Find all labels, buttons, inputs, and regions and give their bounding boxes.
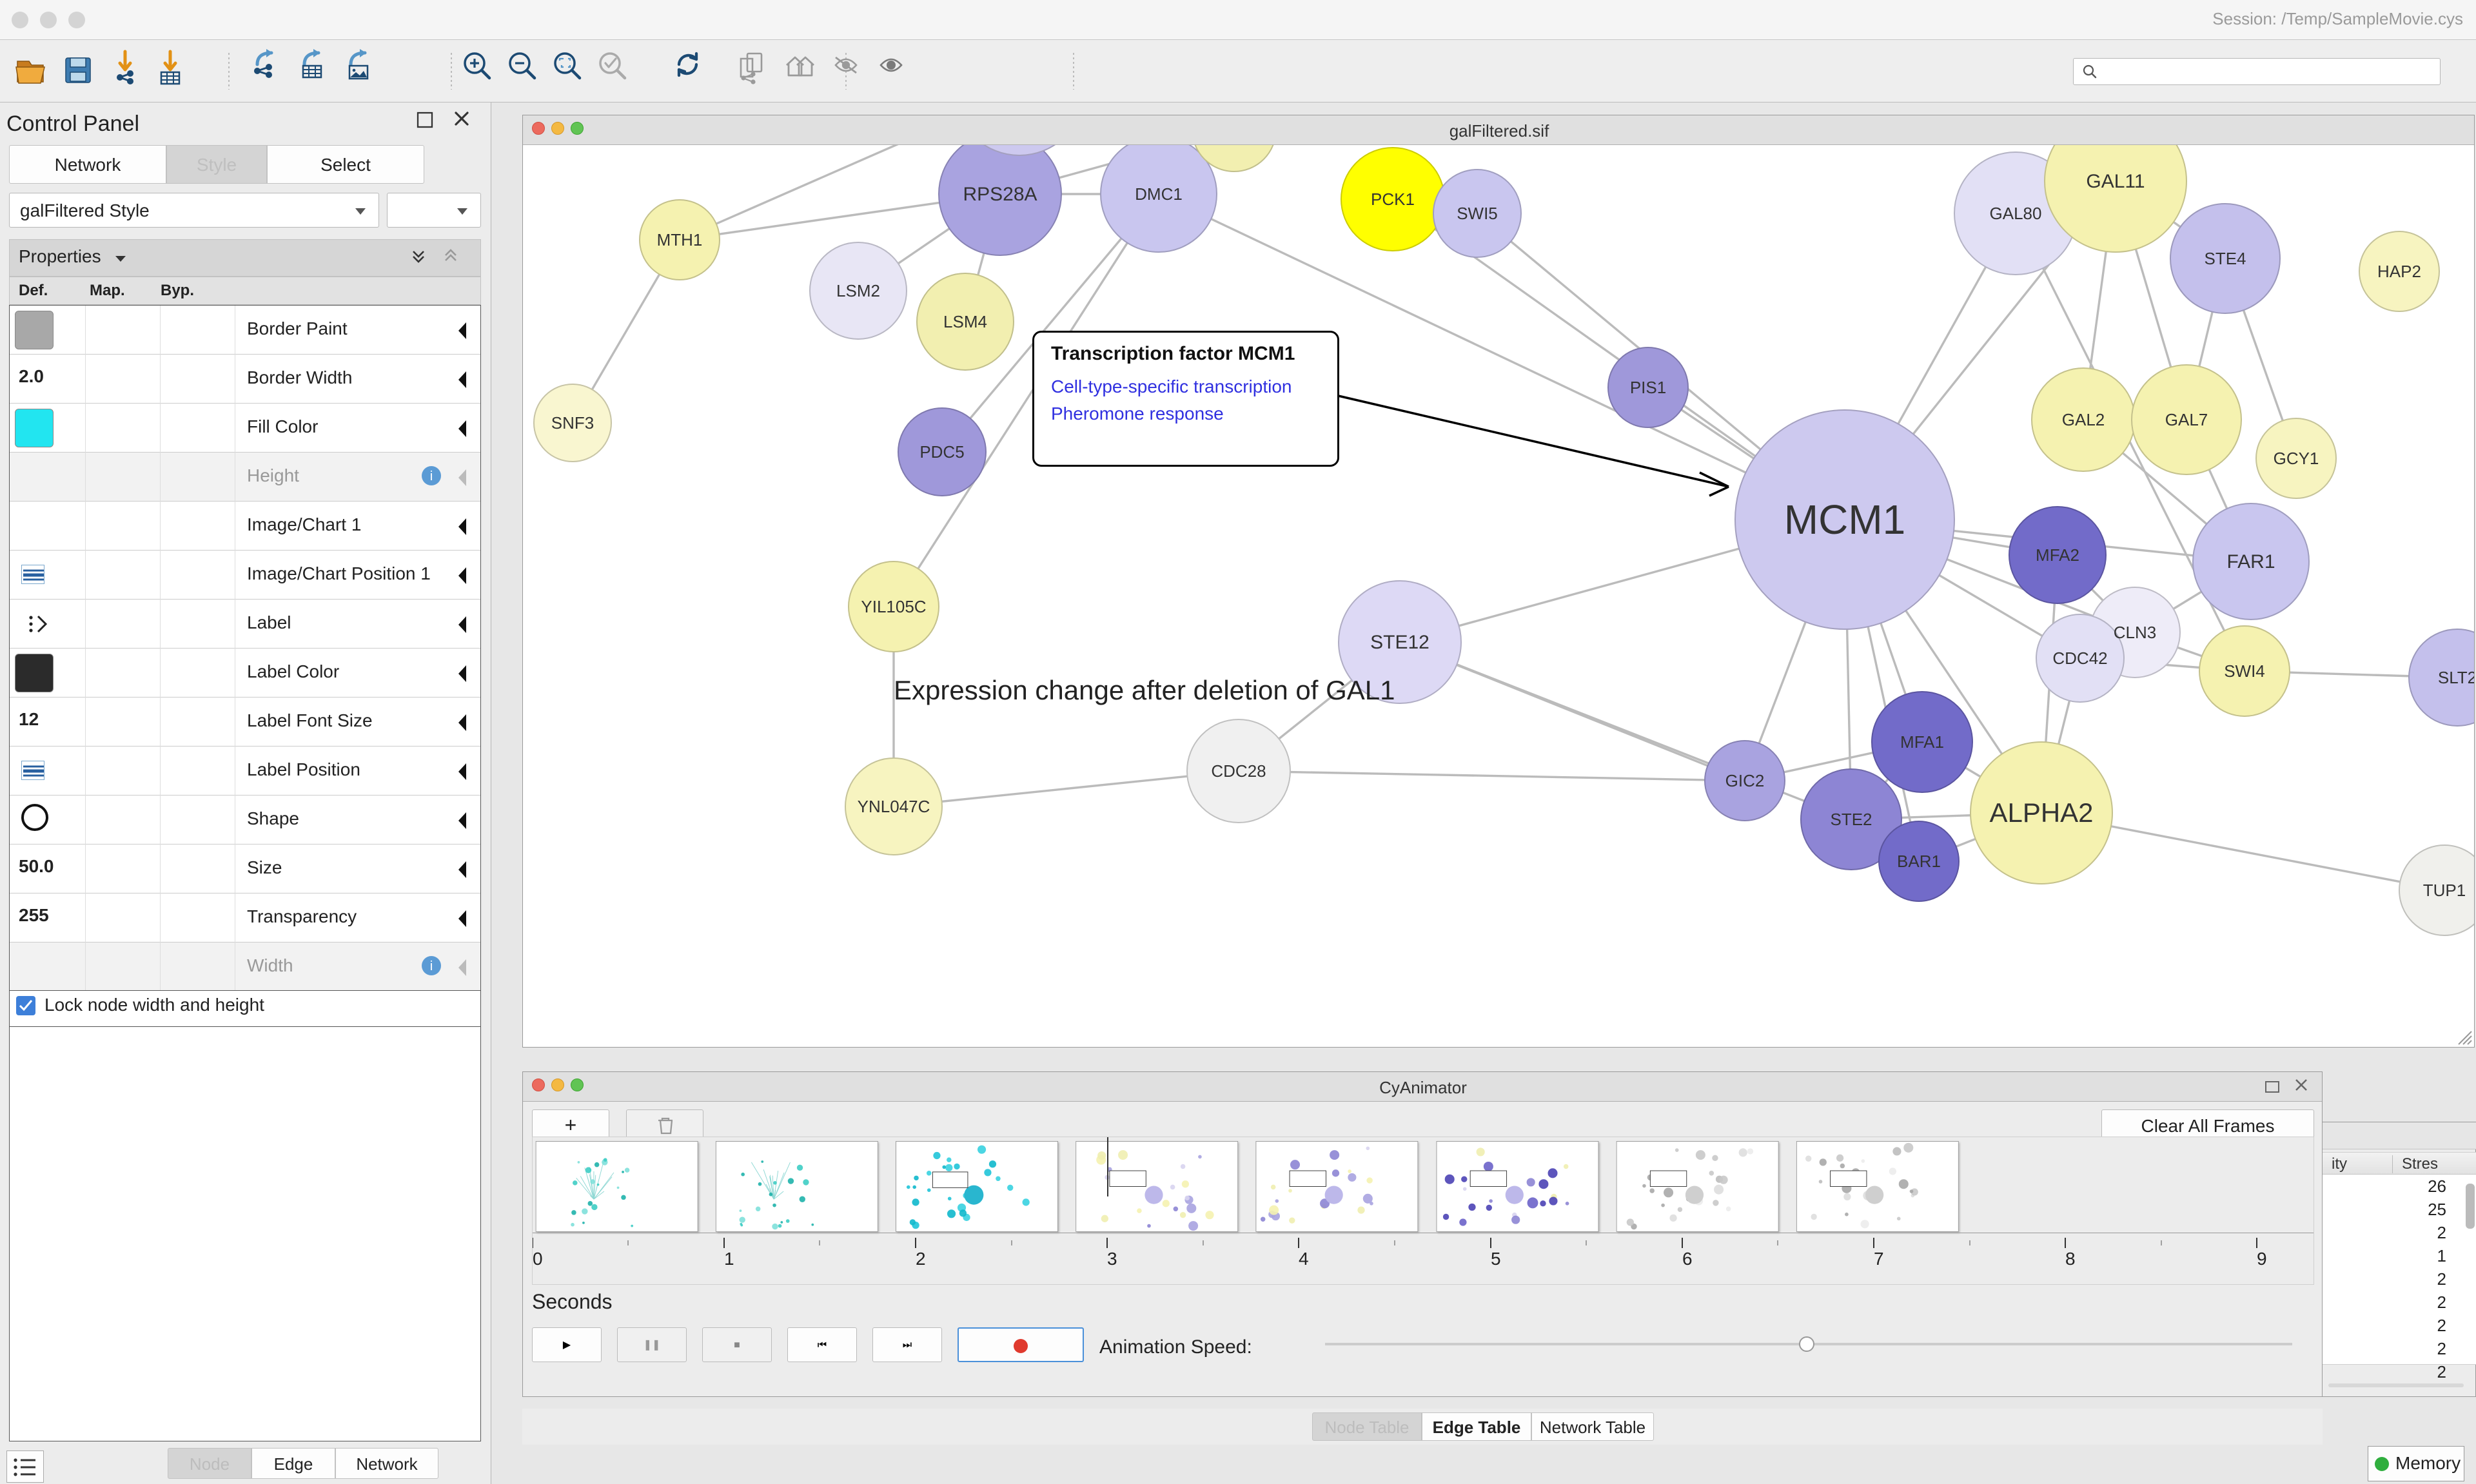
svg-text:6: 6 [1682,1249,1693,1269]
svg-text:MFA2: MFA2 [2036,545,2079,565]
svg-text:SNF3: SNF3 [551,413,594,433]
svg-text:2: 2 [916,1249,926,1269]
svg-text:MCM1: MCM1 [1784,496,1905,543]
svg-text:STE12: STE12 [1370,632,1430,653]
svg-text:GAL11: GAL11 [2086,171,2145,192]
svg-text:0: 0 [533,1249,543,1269]
svg-text:TUP1: TUP1 [2423,881,2466,900]
svg-text:3: 3 [1107,1249,1117,1269]
svg-text:i: i [430,469,433,483]
svg-text:CLN3: CLN3 [2114,623,2156,642]
svg-text:SWI5: SWI5 [1457,204,1498,223]
svg-text:PCK1: PCK1 [1371,190,1415,209]
svg-text:CDC42: CDC42 [2052,649,2107,668]
svg-text:1: 1 [724,1249,734,1269]
svg-text:MFA1: MFA1 [1900,732,1944,752]
svg-text:LSM4: LSM4 [943,312,987,331]
svg-text:FAR1: FAR1 [2226,551,2275,572]
svg-text:GAL7: GAL7 [2165,410,2208,429]
svg-text:MTH1: MTH1 [657,230,703,249]
svg-text:9: 9 [2257,1249,2267,1269]
svg-text:STE2: STE2 [1830,810,1872,829]
svg-text:4: 4 [1299,1249,1309,1269]
svg-text:LSM2: LSM2 [836,281,880,300]
svg-text:5: 5 [1491,1249,1501,1269]
svg-text:RPS28A: RPS28A [963,184,1037,205]
svg-text:GAL2: GAL2 [2062,410,2105,429]
svg-text:GCY1: GCY1 [2274,449,2319,468]
svg-text:SWI4: SWI4 [2224,661,2265,681]
svg-text:8: 8 [2065,1249,2076,1269]
svg-text:DMC1: DMC1 [1135,184,1183,204]
svg-text:7: 7 [1874,1249,1884,1269]
svg-text:PIS1: PIS1 [1630,378,1666,397]
svg-text:GIC2: GIC2 [1725,771,1765,790]
svg-text:i: i [430,959,433,973]
svg-text:SLT2: SLT2 [2438,668,2475,687]
svg-text:BAR1: BAR1 [1897,852,1941,871]
svg-text:YNL047C: YNL047C [858,797,930,816]
svg-text:HAP2: HAP2 [2377,262,2421,281]
svg-text:STE4: STE4 [2204,249,2246,268]
svg-text:CDC28: CDC28 [1211,761,1266,781]
svg-text:GAL80: GAL80 [1990,204,2042,223]
svg-text:ALPHA2: ALPHA2 [1989,797,2093,828]
svg-text:YIL105C: YIL105C [861,597,926,616]
svg-text:PDC5: PDC5 [919,442,964,462]
